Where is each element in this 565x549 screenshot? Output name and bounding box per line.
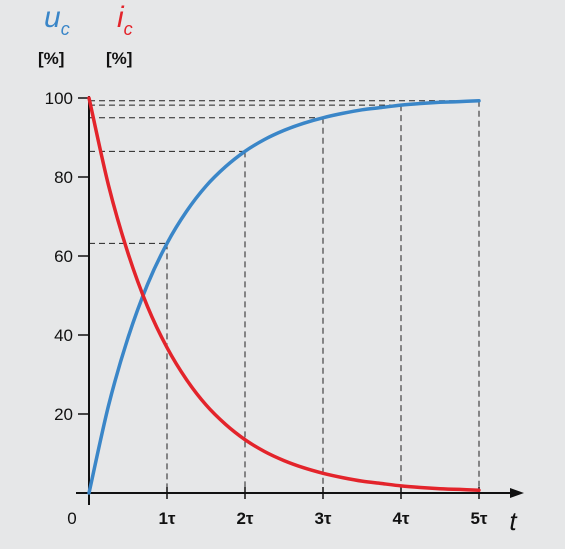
legend-i-name: i bbox=[117, 1, 125, 34]
legend-u-subscript: c bbox=[61, 19, 70, 39]
y-ticks: 20 40 60 80 100 bbox=[45, 89, 89, 424]
legend-i-subscript: c bbox=[124, 19, 133, 39]
y-tick-label-80: 80 bbox=[54, 168, 73, 187]
series-layer bbox=[87, 96, 481, 495]
legend-i-symbol: ic bbox=[117, 1, 133, 39]
x-tick-label-3: 3τ bbox=[314, 509, 331, 528]
x-axis-arrow bbox=[510, 488, 524, 498]
y-tick-label-60: 60 bbox=[54, 247, 73, 266]
x-tick-label-2: 2τ bbox=[236, 509, 253, 528]
origin-label: 0 bbox=[67, 509, 76, 528]
series-line-uc bbox=[87, 99, 481, 495]
legend-u-unit: [%] bbox=[38, 49, 64, 68]
legend-u: uc [%] bbox=[38, 1, 70, 68]
legend-u-symbol: uc bbox=[44, 1, 70, 39]
axes bbox=[76, 96, 524, 505]
x-ticks: 1τ 2τ 3τ 4τ 5τ bbox=[158, 487, 488, 528]
legend-i-unit: [%] bbox=[106, 49, 132, 68]
series-line-ic bbox=[87, 96, 481, 492]
x-tick-label-1: 1τ bbox=[158, 509, 175, 528]
x-tick-label-5: 5τ bbox=[470, 509, 487, 528]
legend-u-name: u bbox=[44, 1, 61, 34]
y-tick-label-100: 100 bbox=[45, 89, 73, 108]
y-tick-label-20: 20 bbox=[54, 405, 73, 424]
legend-i: ic [%] bbox=[106, 1, 133, 68]
y-tick-label-40: 40 bbox=[54, 326, 73, 345]
x-axis-title: t bbox=[509, 506, 518, 536]
reference-lines bbox=[89, 100, 480, 493]
x-tick-label-4: 4τ bbox=[392, 509, 409, 528]
